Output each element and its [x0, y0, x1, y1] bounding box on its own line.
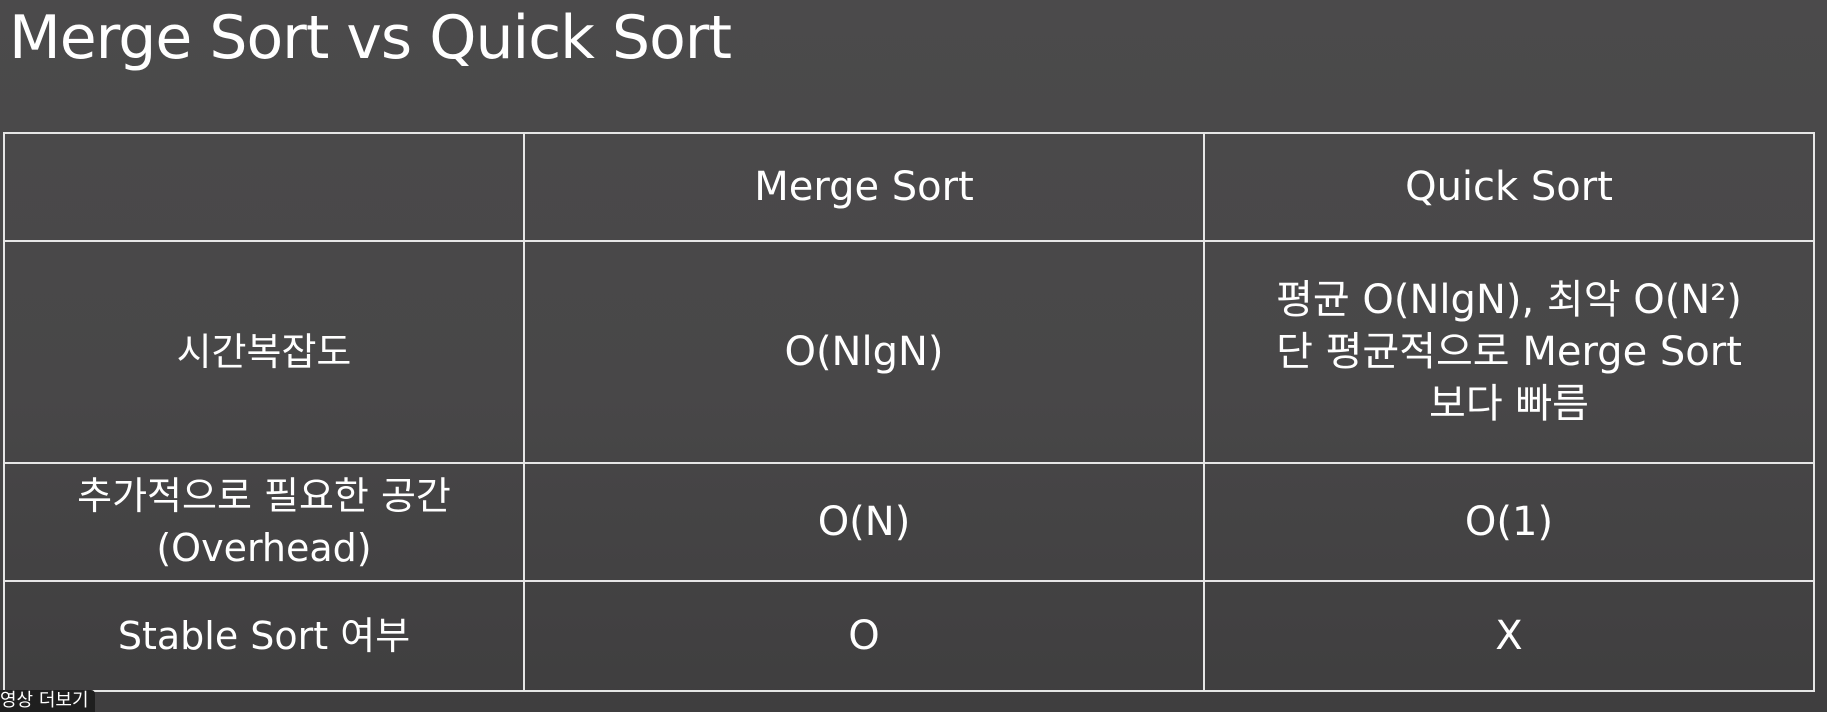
- row-label-stable-sort: Stable Sort 여부: [3, 580, 525, 692]
- merge-time-cell: O(NlgN): [523, 240, 1205, 464]
- header-corner-cell: [3, 132, 525, 242]
- table-row-time-complexity: 시간복잡도 O(NlgN) 평균 O(NlgN), 최악 O(N²) 단 평균적…: [3, 240, 1815, 464]
- quick-space-cell: O(1): [1203, 462, 1815, 582]
- slide-title: Merge Sort vs Quick Sort: [9, 3, 732, 73]
- quick-stable-cell: X: [1203, 580, 1815, 692]
- quick-time-line-2: 단 평균적으로 Merge Sort: [1276, 329, 1742, 375]
- more-videos-button[interactable]: 영상 더보기: [0, 690, 95, 712]
- row-label-text: 시간복잡도: [176, 330, 352, 374]
- table-header-row: Merge Sort Quick Sort: [3, 132, 1815, 242]
- quick-time-line-1: 평균 O(NlgN), 최악 O(N²): [1276, 277, 1742, 323]
- row-label-space-overhead: 추가적으로 필요한 공간 (Overhead): [3, 462, 525, 582]
- header-quick-sort: Quick Sort: [1203, 132, 1815, 242]
- merge-space-cell: O(N): [523, 462, 1205, 582]
- table-row-space-overhead: 추가적으로 필요한 공간 (Overhead) O(N) O(1): [3, 462, 1815, 582]
- quick-time-line-3: 보다 빠름: [1429, 381, 1589, 427]
- header-merge-sort: Merge Sort: [523, 132, 1205, 242]
- table-row-stable-sort: Stable Sort 여부 O X: [3, 580, 1815, 692]
- row-label-subtext: (Overhead): [156, 526, 372, 570]
- quick-time-cell: 평균 O(NlgN), 최악 O(N²) 단 평균적으로 Merge Sort …: [1203, 240, 1815, 464]
- row-label-text: 추가적으로 필요한 공간: [77, 474, 451, 518]
- row-label-time-complexity: 시간복잡도: [3, 240, 525, 464]
- merge-stable-cell: O: [523, 580, 1205, 692]
- comparison-table: Merge Sort Quick Sort 시간복잡도 O(NlgN) 평균 O…: [3, 132, 1815, 692]
